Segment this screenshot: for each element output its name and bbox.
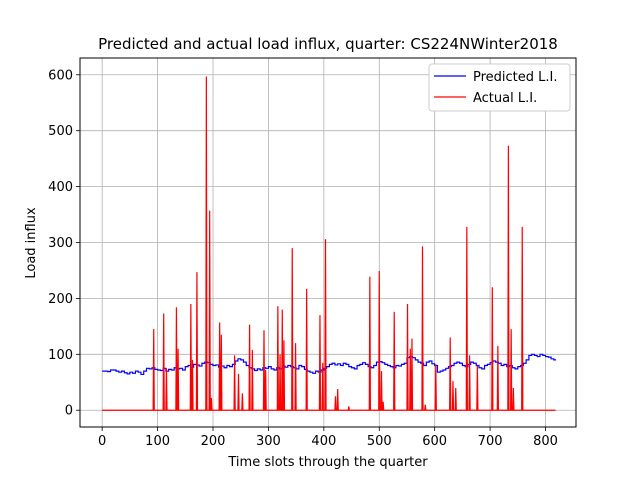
y-axis-label: Load influx xyxy=(24,207,39,279)
x-tick-label: 700 xyxy=(478,434,503,449)
series-line-actual xyxy=(102,76,556,411)
y-tick-label: 200 xyxy=(48,292,73,307)
y-tick-label: 300 xyxy=(48,236,73,251)
chart-title: Predicted and actual load influx, quarte… xyxy=(98,35,558,53)
x-tick-label: 800 xyxy=(533,434,558,449)
legend-label-predicted: Predicted L.I. xyxy=(473,70,558,85)
y-tick-label: 100 xyxy=(48,348,73,363)
series-line-predicted xyxy=(102,353,557,376)
y-tick-label: 0 xyxy=(65,404,73,419)
y-tick-label: 500 xyxy=(48,124,73,139)
y-tick-label: 400 xyxy=(48,180,73,195)
x-axis-label: Time slots through the quarter xyxy=(227,455,428,470)
series-group xyxy=(102,76,557,411)
x-tick-label: 500 xyxy=(367,434,392,449)
x-tick-label: 200 xyxy=(201,434,226,449)
x-tick-label: 0 xyxy=(98,434,106,449)
y-tick-label: 600 xyxy=(48,68,73,83)
x-tick-label: 600 xyxy=(422,434,447,449)
legend: Predicted L.I. Actual L.I. xyxy=(428,63,571,112)
x-tick-label: 100 xyxy=(145,434,170,449)
x-tick-label: 300 xyxy=(256,434,281,449)
x-tick-label: 400 xyxy=(311,434,336,449)
axis-ticks: 0 100 200 300 400 500 600 700 800 0 100 200 300 400 50… xyxy=(48,68,558,449)
legend-label-actual: Actual L.I. xyxy=(473,91,537,106)
